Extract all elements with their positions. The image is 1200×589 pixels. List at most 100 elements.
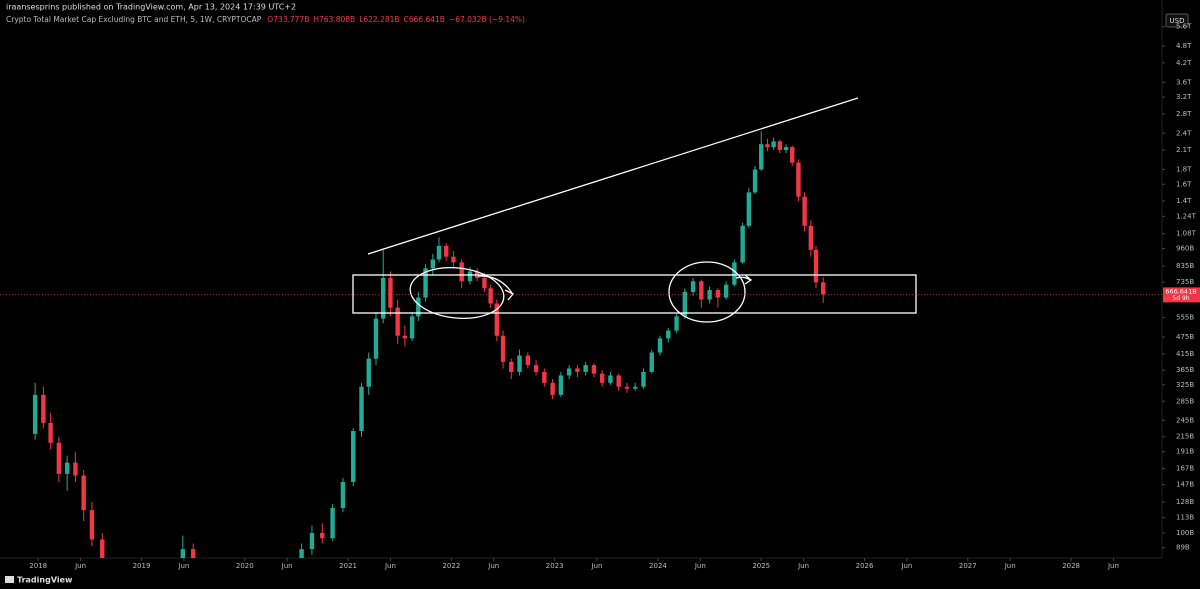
candle-body	[783, 147, 789, 151]
arrow-annotation	[735, 274, 753, 285]
candle-body	[746, 192, 752, 226]
logo: TradingView	[5, 576, 73, 585]
candle-body	[494, 303, 500, 336]
y-tick-label: 100B	[1176, 529, 1194, 537]
candle-body	[500, 335, 506, 362]
candle-body	[558, 375, 564, 395]
candle-body	[599, 373, 605, 383]
candle-body	[436, 245, 442, 260]
candle-body	[32, 394, 38, 434]
y-tick-label: 1.8T	[1176, 165, 1192, 173]
candle-body	[73, 462, 78, 476]
y-tick-label: 2.4T	[1176, 129, 1192, 137]
x-tick-label: Jun	[281, 562, 293, 570]
candle-body	[616, 375, 621, 387]
y-tick-label: 191B	[1176, 448, 1194, 456]
y-tick-label: 835B	[1176, 262, 1194, 270]
candle-body	[430, 259, 435, 269]
x-tick-label: Jun	[900, 562, 912, 570]
candle-body	[459, 262, 464, 282]
y-tick-label: 475B	[1176, 333, 1194, 341]
x-tick-label: Jun	[487, 562, 499, 570]
candle-body	[509, 361, 514, 372]
candle-body	[690, 281, 696, 292]
y-tick-label: 555B	[1176, 313, 1194, 321]
candle-body	[813, 249, 819, 283]
x-tick-label: 2027	[959, 562, 977, 570]
ohlc-value: H763.808B	[313, 15, 355, 24]
y-tick-label: 128B	[1176, 498, 1194, 506]
y-tick-label: 415B	[1176, 350, 1194, 358]
currency-button[interactable]	[1165, 13, 1189, 28]
candle-body	[649, 352, 654, 372]
y-tick-label: 365B	[1176, 366, 1194, 374]
candle-body	[89, 510, 95, 540]
candle-body	[416, 297, 421, 317]
x-tick-label: 2018	[29, 562, 47, 570]
candle-body	[309, 533, 315, 550]
ohlc-value: −67.032B (−9.14%)	[449, 15, 525, 24]
candle-body	[608, 375, 613, 383]
candle-body	[796, 162, 801, 197]
candle-body	[533, 365, 539, 372]
candle-body	[388, 277, 393, 308]
y-tick-label: 113B	[1176, 514, 1194, 522]
candle-body	[550, 382, 555, 395]
x-tick-label: Jun	[177, 562, 189, 570]
candle-body	[451, 256, 456, 263]
candle-body	[381, 277, 386, 319]
ohlc-value: O733.777B	[267, 15, 309, 24]
candle-body	[666, 330, 671, 339]
y-tick-label: 4.8T	[1176, 42, 1192, 50]
candle-body	[100, 539, 105, 558]
y-tick-label: 3.2T	[1176, 93, 1192, 101]
candle-body	[723, 284, 729, 298]
x-tick-label: Jun	[384, 562, 396, 570]
candle-body	[525, 355, 531, 366]
candle-body	[56, 442, 62, 474]
y-tick-label: 167B	[1176, 465, 1194, 473]
candle-body	[740, 225, 745, 263]
candle-body	[41, 394, 46, 423]
x-tick-label: Jun	[591, 562, 603, 570]
candle-body	[320, 533, 325, 539]
y-tick-label: 1.08T	[1176, 230, 1197, 238]
candle-body	[682, 291, 688, 317]
publisher: iraansesprins published on TradingView.c…	[6, 3, 296, 12]
y-tick-label: 147B	[1176, 481, 1194, 489]
candle-body	[777, 141, 783, 151]
logo-icon	[5, 576, 14, 583]
candle-body	[340, 482, 346, 509]
circle-annotation	[668, 261, 746, 323]
candle-body	[180, 549, 186, 558]
circle-annotation	[409, 267, 505, 319]
y-tick-label: 2.1T	[1176, 146, 1192, 154]
candle-body	[715, 290, 721, 298]
candle-body	[821, 282, 826, 295]
y-tick-label: 245B	[1176, 416, 1194, 424]
candle-body	[752, 169, 758, 193]
candle-body	[542, 371, 547, 383]
candle-body	[591, 365, 597, 374]
x-tick-label: 2020	[236, 562, 254, 570]
plot-area	[32, 131, 826, 558]
candle-body	[699, 281, 704, 300]
logo-text: TradingView	[17, 576, 73, 585]
x-tick-label: 2024	[649, 562, 667, 570]
y-tick-label: 1.4T	[1176, 197, 1192, 205]
x-tick-label: 2026	[856, 562, 874, 570]
x-tick-label: 2021	[339, 562, 357, 570]
y-tick-label: 4.2T	[1176, 59, 1192, 67]
candle-body	[467, 271, 473, 282]
candle-body	[190, 549, 196, 558]
candle-body	[330, 508, 335, 539]
y-tick-label: 5.6T	[1176, 23, 1192, 31]
candle-body	[583, 365, 588, 372]
candle-body	[641, 371, 646, 387]
candle-body	[81, 475, 86, 511]
currency-label[interactable]: USD	[1170, 17, 1185, 25]
candle-body	[409, 316, 415, 339]
candle-body	[732, 262, 737, 285]
